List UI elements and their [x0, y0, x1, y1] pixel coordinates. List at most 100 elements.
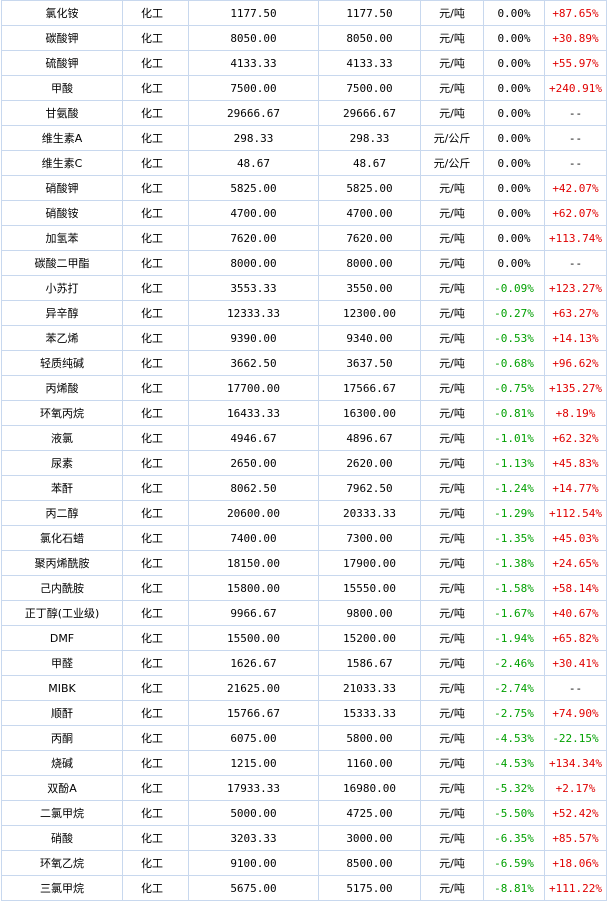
- previous-price-cell: 17933.33: [188, 775, 319, 801]
- commodity-name-link[interactable]: 甲醛: [1, 650, 123, 676]
- category-cell: 化工: [122, 200, 189, 226]
- commodity-name-link[interactable]: 顺酐: [1, 700, 123, 726]
- commodity-name-link[interactable]: 苯酐: [1, 475, 123, 501]
- commodity-name-link[interactable]: 小苏打: [1, 275, 123, 301]
- previous-price-cell: 5675.00: [188, 875, 319, 901]
- current-price-cell: 7620.00: [318, 225, 421, 251]
- commodity-name-link[interactable]: 异辛醇: [1, 300, 123, 326]
- change-percent-cell: -1.35%: [483, 525, 545, 551]
- change-percent-cell: -1.24%: [483, 475, 545, 501]
- category-cell: 化工: [122, 275, 189, 301]
- yoy-change-cell: --: [544, 125, 607, 151]
- commodity-name-link[interactable]: MIBK: [1, 675, 123, 701]
- category-cell: 化工: [122, 0, 189, 26]
- table-row: 正丁醇(工业级) 化工 9966.67 9800.00 元/吨 -1.67% +40.67%: [1, 600, 607, 626]
- category-cell: 化工: [122, 250, 189, 276]
- commodity-name-link[interactable]: 聚丙烯酰胺: [1, 550, 123, 576]
- commodity-name-link[interactable]: 甘氨酸: [1, 100, 123, 126]
- commodity-name-link[interactable]: 环氧乙烷: [1, 850, 123, 876]
- change-percent-cell: -5.50%: [483, 800, 545, 826]
- commodity-name-link[interactable]: 苯乙烯: [1, 325, 123, 351]
- current-price-cell: 1160.00: [318, 750, 421, 776]
- table-row: 维生素C 化工 48.67 48.67 元/公斤 0.00% --: [1, 150, 607, 176]
- previous-price-cell: 4133.33: [188, 50, 319, 76]
- previous-price-cell: 7500.00: [188, 75, 319, 101]
- commodity-name-link[interactable]: 尿素: [1, 450, 123, 476]
- commodity-name-link[interactable]: 氯化石蜡: [1, 525, 123, 551]
- table-row: 甲酸 化工 7500.00 7500.00 元/吨 0.00% +240.91%: [1, 75, 607, 101]
- previous-price-cell: 7400.00: [188, 525, 319, 551]
- category-cell: 化工: [122, 25, 189, 51]
- table-row: 二氯甲烷 化工 5000.00 4725.00 元/吨 -5.50% +52.42%: [1, 800, 607, 826]
- table-row: 加氢苯 化工 7620.00 7620.00 元/吨 0.00% +113.74%: [1, 225, 607, 251]
- unit-cell: 元/吨: [420, 50, 484, 76]
- current-price-cell: 20333.33: [318, 500, 421, 526]
- change-percent-cell: -2.46%: [483, 650, 545, 676]
- previous-price-cell: 3203.33: [188, 825, 319, 851]
- commodity-name-link[interactable]: 三氯甲烷: [1, 875, 123, 901]
- commodity-name-link[interactable]: 加氢苯: [1, 225, 123, 251]
- table-row: 碳酸二甲酯 化工 8000.00 8000.00 元/吨 0.00% --: [1, 250, 607, 276]
- commodity-name-link[interactable]: 丙酮: [1, 725, 123, 751]
- unit-cell: 元/吨: [420, 775, 484, 801]
- commodity-name-link[interactable]: 甲酸: [1, 75, 123, 101]
- yoy-change-cell: +74.90%: [544, 700, 607, 726]
- commodity-name-link[interactable]: 丙二醇: [1, 500, 123, 526]
- category-cell: 化工: [122, 700, 189, 726]
- commodity-name-link[interactable]: 丙烯酸: [1, 375, 123, 401]
- commodity-name-link[interactable]: 环氧丙烷: [1, 400, 123, 426]
- commodity-name-link[interactable]: 硝酸钾: [1, 175, 123, 201]
- commodity-name-link[interactable]: 氯化铵: [1, 0, 123, 26]
- table-row: 硝酸钾 化工 5825.00 5825.00 元/吨 0.00% +42.07%: [1, 175, 607, 201]
- unit-cell: 元/吨: [420, 500, 484, 526]
- category-cell: 化工: [122, 775, 189, 801]
- yoy-change-cell: +55.97%: [544, 50, 607, 76]
- unit-cell: 元/吨: [420, 200, 484, 226]
- change-percent-cell: -0.27%: [483, 300, 545, 326]
- current-price-cell: 17900.00: [318, 550, 421, 576]
- table-row: 苯乙烯 化工 9390.00 9340.00 元/吨 -0.53% +14.13%: [1, 325, 607, 351]
- table-row: 硝酸铵 化工 4700.00 4700.00 元/吨 0.00% +62.07%: [1, 200, 607, 226]
- table-row: 轻质纯碱 化工 3662.50 3637.50 元/吨 -0.68% +96.62%: [1, 350, 607, 376]
- commodity-name-link[interactable]: 液氯: [1, 425, 123, 451]
- commodity-name-link[interactable]: 轻质纯碱: [1, 350, 123, 376]
- category-cell: 化工: [122, 450, 189, 476]
- commodity-name-link[interactable]: 硝酸: [1, 825, 123, 851]
- category-cell: 化工: [122, 750, 189, 776]
- commodity-name-link[interactable]: 维生素C: [1, 150, 123, 176]
- change-percent-cell: 0.00%: [483, 25, 545, 51]
- category-cell: 化工: [122, 550, 189, 576]
- table-row: DMF 化工 15500.00 15200.00 元/吨 -1.94% +65.82%: [1, 625, 607, 651]
- unit-cell: 元/吨: [420, 575, 484, 601]
- previous-price-cell: 1626.67: [188, 650, 319, 676]
- commodity-name-link[interactable]: 己内酰胺: [1, 575, 123, 601]
- commodity-name-link[interactable]: 碳酸钾: [1, 25, 123, 51]
- unit-cell: 元/吨: [420, 725, 484, 751]
- category-cell: 化工: [122, 650, 189, 676]
- current-price-cell: 1177.50: [318, 0, 421, 26]
- unit-cell: 元/吨: [420, 225, 484, 251]
- commodity-name-link[interactable]: 正丁醇(工业级): [1, 600, 123, 626]
- commodity-name-link[interactable]: 烧碱: [1, 750, 123, 776]
- category-cell: 化工: [122, 850, 189, 876]
- current-price-cell: 8050.00: [318, 25, 421, 51]
- current-price-cell: 15200.00: [318, 625, 421, 651]
- table-row: 三氯甲烷 化工 5675.00 5175.00 元/吨 -8.81% +111.22%: [1, 875, 607, 901]
- current-price-cell: 8000.00: [318, 250, 421, 276]
- commodity-name-link[interactable]: 维生素A: [1, 125, 123, 151]
- yoy-change-cell: +62.32%: [544, 425, 607, 451]
- commodity-name-link[interactable]: 硝酸铵: [1, 200, 123, 226]
- previous-price-cell: 5000.00: [188, 800, 319, 826]
- commodity-name-link[interactable]: 双酚A: [1, 775, 123, 801]
- commodity-name-link[interactable]: 二氯甲烷: [1, 800, 123, 826]
- previous-price-cell: 29666.67: [188, 100, 319, 126]
- commodity-name-link[interactable]: 碳酸二甲酯: [1, 250, 123, 276]
- unit-cell: 元/吨: [420, 850, 484, 876]
- commodity-name-link[interactable]: 硫酸钾: [1, 50, 123, 76]
- previous-price-cell: 1177.50: [188, 0, 319, 26]
- category-cell: 化工: [122, 625, 189, 651]
- table-row: 苯酐 化工 8062.50 7962.50 元/吨 -1.24% +14.77%: [1, 475, 607, 501]
- yoy-change-cell: +42.07%: [544, 175, 607, 201]
- previous-price-cell: 1215.00: [188, 750, 319, 776]
- commodity-name-link[interactable]: DMF: [1, 625, 123, 651]
